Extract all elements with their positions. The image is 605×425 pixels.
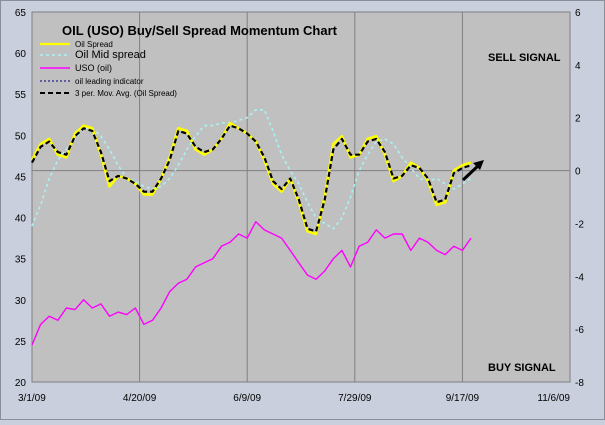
series-line-3-per-mov-avg-oil-spread — [31, 124, 472, 233]
plot-border — [31, 11, 571, 383]
arrow-head — [473, 160, 484, 170]
axis-layer: 3/1/09 4/20/09 6/9/09 7/29/09 9/17/09 11/6/09… — [15, 8, 584, 404]
y-left-tick-label: 55 — [15, 90, 27, 101]
arrow-annotation — [461, 160, 484, 182]
x-tick-label: 9/17/09 — [446, 393, 480, 404]
y-left-tick-label: 65 — [15, 8, 27, 19]
y-left-tick-label: 45 — [15, 172, 27, 183]
y-right-tick-label: -2 — [575, 219, 584, 230]
legend-label: Oil Spread — [75, 40, 113, 49]
y-left-tick-label: 35 — [15, 255, 27, 266]
y-left-tick-label: 60 — [15, 49, 27, 60]
x-tick-label: 11/6/09 — [537, 393, 570, 404]
buy-signal-annotation: BUY SIGNAL — [488, 362, 556, 374]
y-right-tick-label: -4 — [575, 272, 584, 283]
x-tick-label: 3/1/09 — [18, 393, 46, 404]
legend-label: 3 per. Mov. Avg. (Oil Spread) — [75, 89, 177, 98]
y-right-tick-label: 6 — [575, 8, 581, 19]
legend-label: oil leading indicator — [75, 77, 144, 86]
legend-label: Oil Mid spread — [75, 49, 146, 61]
y-left-tick-label: 30 — [15, 296, 27, 307]
y-left-tick-label: 20 — [15, 378, 27, 389]
series-line-oil-spread — [30, 121, 472, 236]
chart-title: OIL (USO) Buy/Sell Spread Momentum Chart — [62, 23, 338, 38]
x-tick-label: 7/29/09 — [338, 393, 372, 404]
legend-label: USO (oil) — [75, 63, 112, 73]
y-left-tick-label: 25 — [15, 337, 27, 348]
sell-signal-annotation: SELL SIGNAL — [488, 52, 561, 64]
grid-layer — [32, 12, 570, 382]
series-line-uso-oil — [31, 220, 472, 346]
y-right-tick-label: -8 — [575, 378, 584, 389]
y-right-tick-label: 2 — [575, 114, 581, 125]
series-line-oil-mid-spread — [31, 109, 472, 230]
y-right-tick-label: -6 — [575, 325, 584, 336]
y-left-tick-label: 50 — [15, 131, 27, 142]
x-tick-label: 6/9/09 — [233, 393, 261, 404]
plot-area — [32, 12, 570, 382]
y-left-tick-label: 40 — [15, 214, 27, 225]
series-layer — [30, 109, 472, 346]
arrow-shaft — [461, 163, 481, 182]
y-right-tick-label: 0 — [575, 167, 581, 178]
x-tick-label: 4/20/09 — [123, 393, 157, 404]
y-right-tick-label: 4 — [575, 61, 581, 72]
